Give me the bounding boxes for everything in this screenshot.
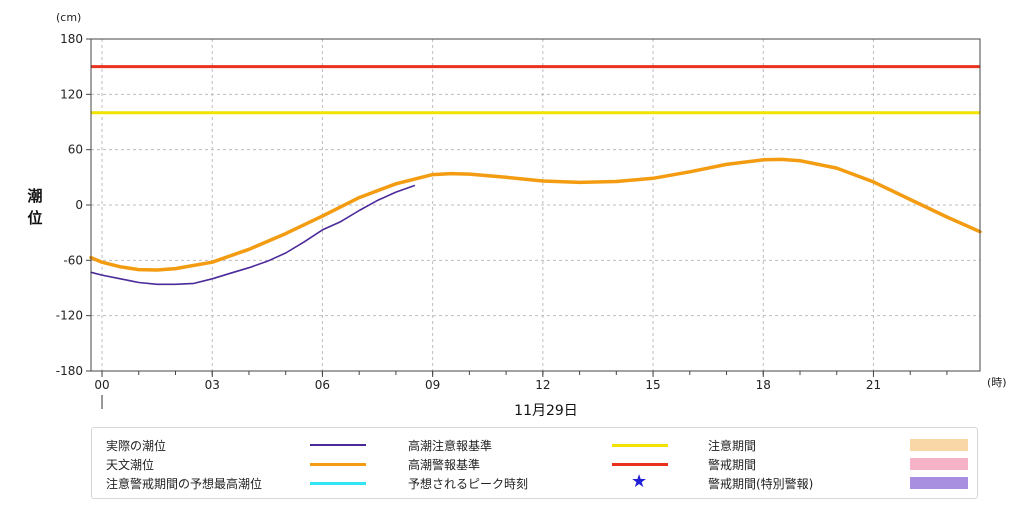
legend-line-swatch	[310, 462, 366, 466]
x-tick-label: 12	[535, 378, 550, 392]
series-line	[89, 157, 982, 272]
legend-label: 実際の潮位	[106, 435, 166, 455]
legend-line-swatch	[310, 444, 366, 446]
y-tick-label: -60	[63, 253, 83, 267]
series-lines	[89, 157, 982, 286]
x-tick-label: 15	[645, 378, 660, 392]
legend-line-swatch	[612, 443, 668, 447]
y-tick-label: -120	[56, 309, 83, 323]
legend-label: 高潮注意報基準	[408, 435, 492, 455]
legend-text: 高潮注意報基準	[408, 438, 493, 453]
legend-text: 予想されるピーク時刻	[408, 476, 529, 491]
tide-chart: 180 120 60 0 -60 -120 -180 00 03 06 09 12 15 18 21 (c…	[27, 11, 1007, 419]
legend: 実際の潮位 高潮注意報基準 注意期間天文潮位 高潮警報基準 警戒期間注意警戒期間の予想最…	[91, 427, 978, 499]
y-unit-label: (cm)	[56, 11, 81, 24]
y-tick-label: -180	[56, 364, 83, 378]
legend-label: 注意期間	[708, 435, 756, 455]
x-tick-label: 21	[866, 378, 881, 392]
series-line	[90, 184, 416, 286]
legend-text: 注意期間	[708, 438, 757, 453]
y-tick-label: 60	[68, 143, 83, 157]
legend-line-swatch	[310, 481, 366, 485]
y-tick-label: 0	[75, 198, 83, 212]
legend-label: 予想されるピーク時刻	[408, 473, 528, 493]
legend-label: 警戒期間	[708, 454, 756, 474]
star-icon: ★	[631, 471, 648, 492]
legend-box-swatch	[910, 439, 968, 451]
legend-line-swatch	[612, 462, 668, 466]
legend-text: 実際の潮位	[106, 438, 167, 453]
x-axis: 00 03 06 09 12 15 18 21	[94, 371, 948, 409]
legend-label: 天文潮位	[106, 454, 154, 474]
x-tick-label: 06	[315, 378, 330, 392]
grid-lines	[91, 39, 980, 371]
y-axis: 180 120 60 0 -60 -120 -180	[56, 32, 91, 378]
legend-box-swatch	[910, 458, 968, 470]
legend-label: 警戒期間(特別警報)	[708, 473, 813, 493]
x-unit-label: (時)	[987, 376, 1007, 389]
y-axis-label-1: 潮	[27, 187, 42, 205]
x-tick-label: 18	[756, 378, 771, 392]
y-tick-label: 120	[60, 87, 83, 101]
legend-label: 高潮警報基準	[408, 454, 480, 474]
legend-box-swatch	[910, 477, 968, 489]
legend-text: 注意警戒期間の予想最高潮位	[106, 476, 263, 491]
y-axis-label-2: 位	[27, 209, 42, 227]
x-tick-label: 00	[94, 378, 109, 392]
threshold-lines	[91, 65, 980, 115]
legend-label: 注意警戒期間の予想最高潮位	[106, 473, 262, 493]
legend-text: 警戒期間(特別警報)	[708, 476, 814, 491]
legend-text: 警戒期間	[708, 457, 757, 472]
date-label: 11月29日	[514, 403, 578, 419]
legend-text: 天文潮位	[106, 457, 155, 472]
legend-text: 高潮警報基準	[408, 457, 481, 472]
y-tick-label: 180	[60, 32, 83, 46]
x-tick-label: 09	[425, 378, 440, 392]
x-tick-label: 03	[205, 378, 220, 392]
